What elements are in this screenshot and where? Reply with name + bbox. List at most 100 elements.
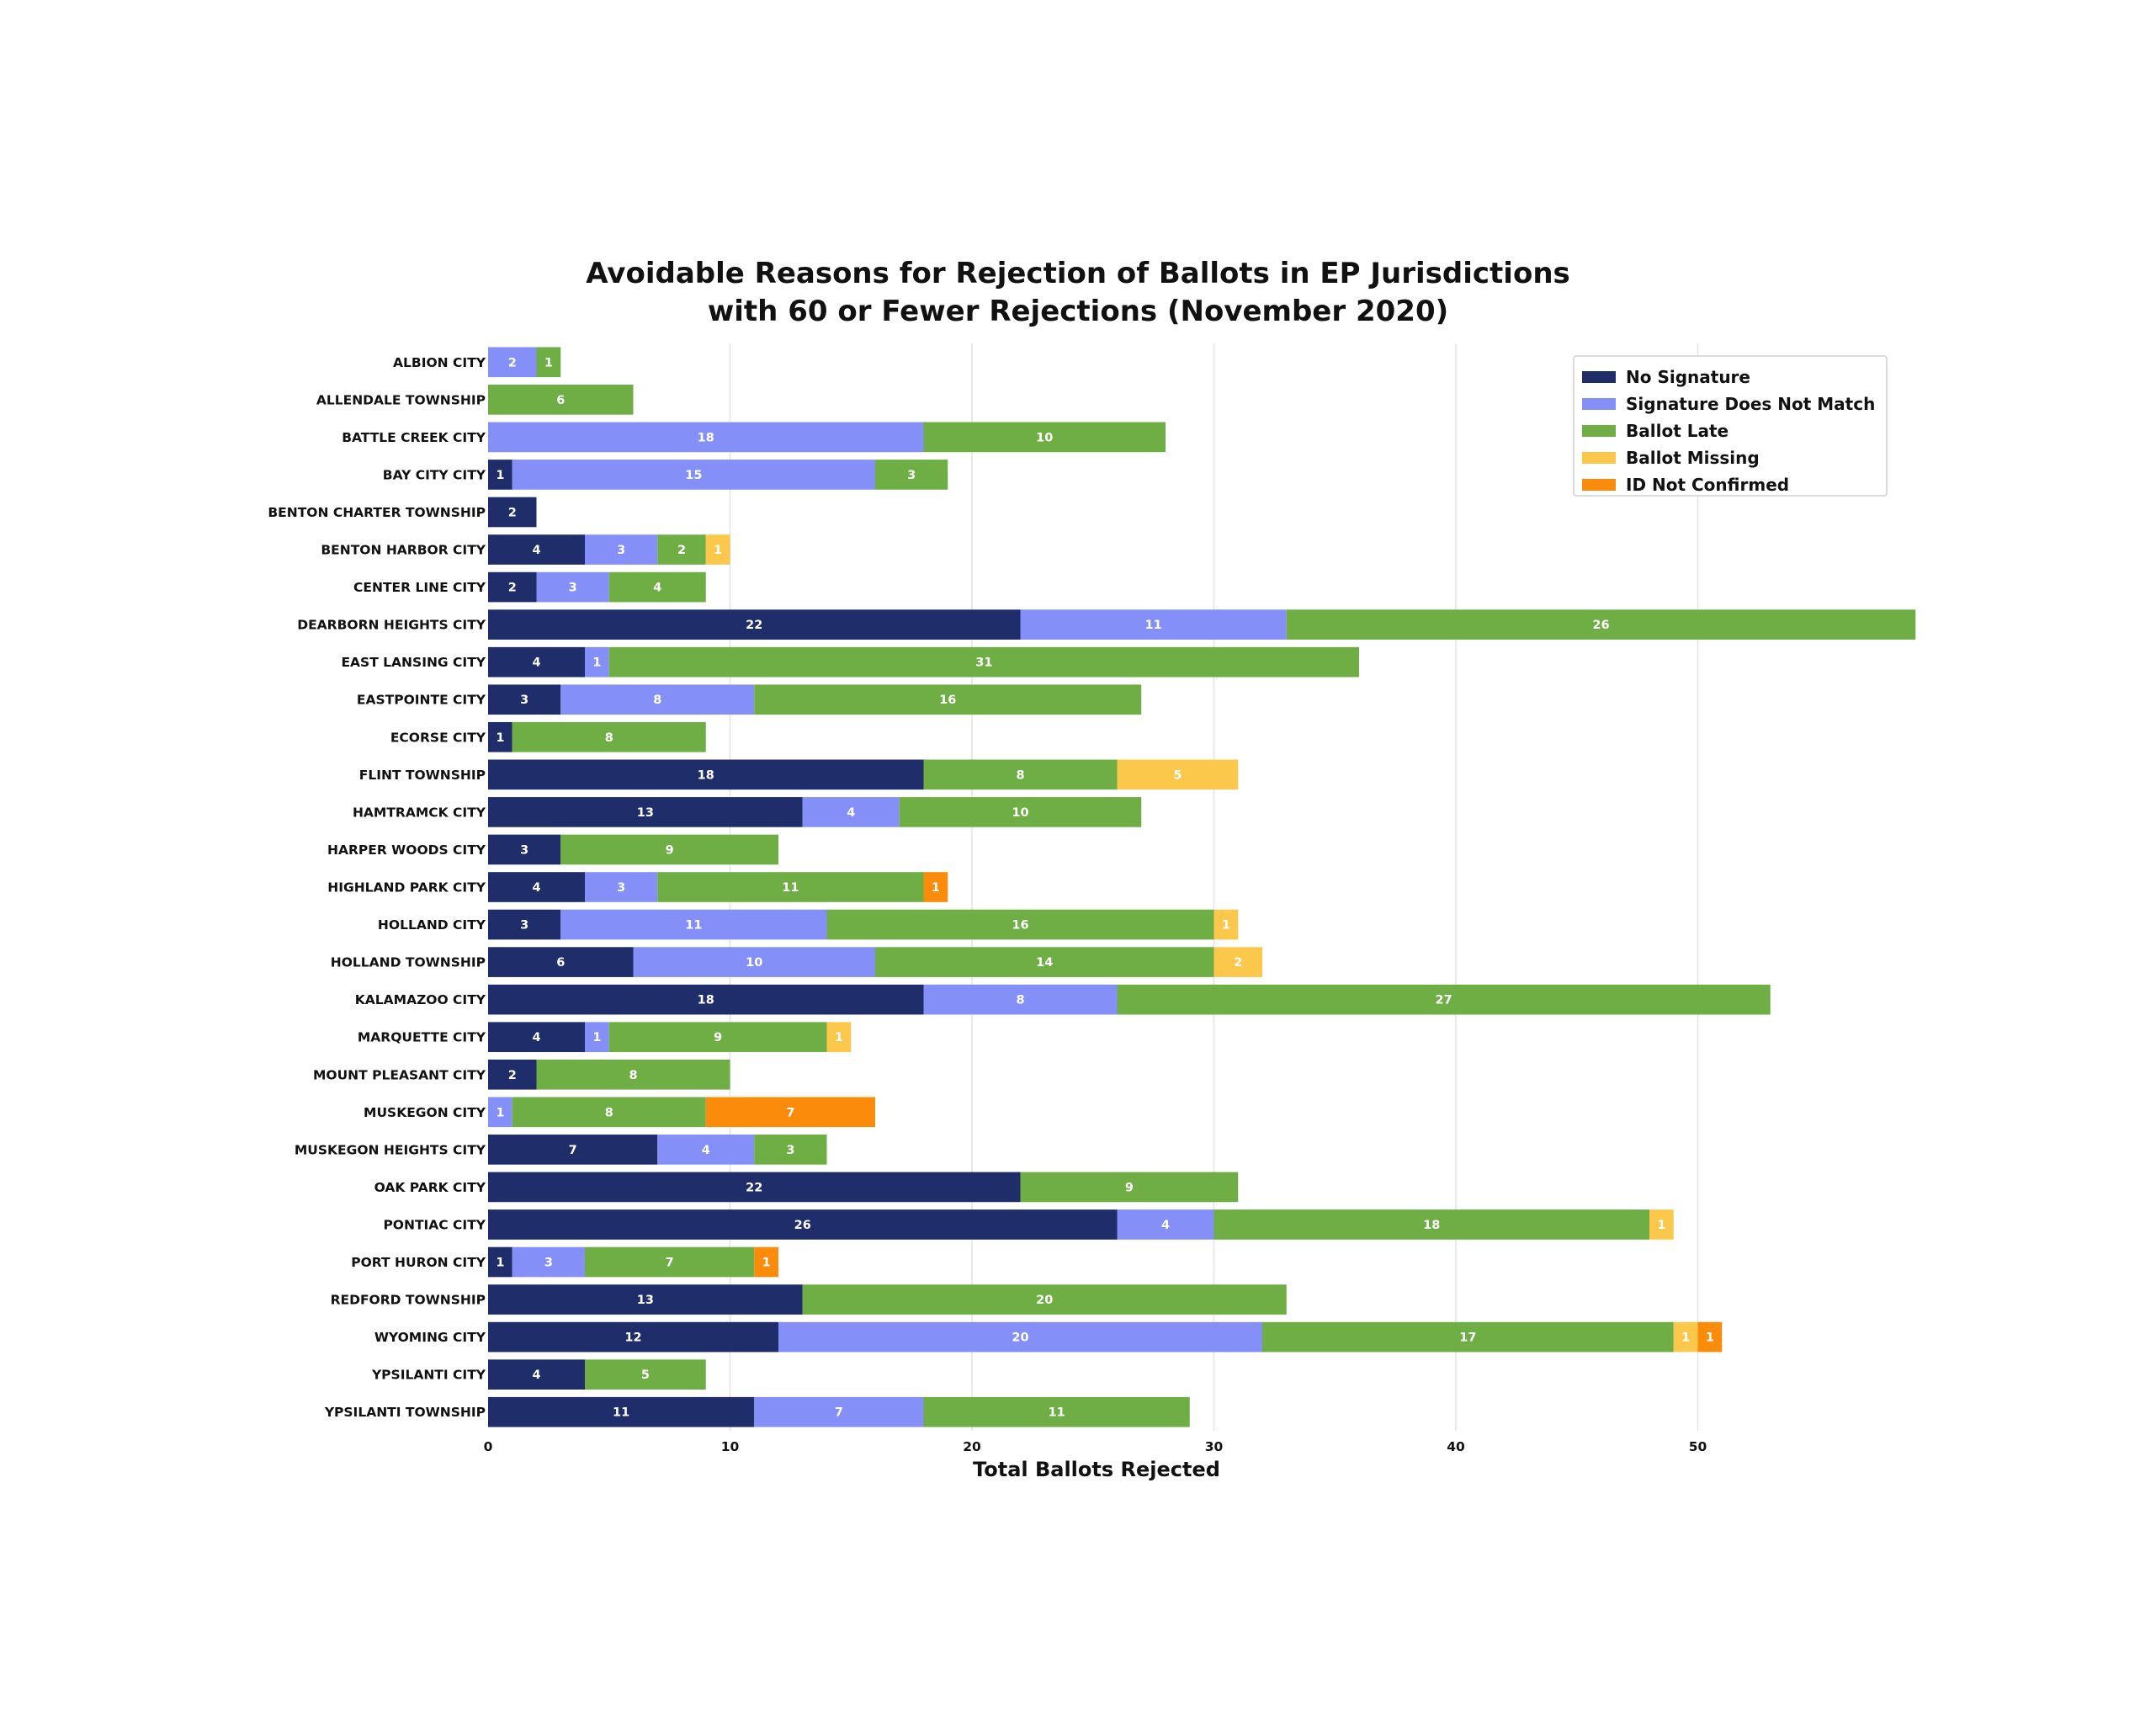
data-label: 9 [666, 843, 674, 857]
bar-segment [488, 1284, 803, 1315]
data-label: 4 [532, 1031, 540, 1044]
bar-segment [536, 347, 561, 378]
data-label: 2 [508, 506, 517, 519]
data-label: 31 [975, 656, 992, 670]
bar-segment [512, 1246, 585, 1278]
bar-segment [585, 872, 658, 902]
bar-segment [488, 1209, 1118, 1240]
data-label: 1 [1681, 1331, 1690, 1345]
category-label: DEARBORN HEIGHTS CITY [297, 618, 486, 633]
category-label: BATTLE CREEK CITY [342, 430, 486, 445]
bar-segment [488, 984, 924, 1015]
data-label: 4 [532, 1369, 540, 1382]
data-label: 1 [932, 881, 940, 895]
data-label: 2 [508, 356, 517, 369]
category-label: BAY CITY CITY [383, 467, 486, 482]
bar-segment [488, 1246, 512, 1278]
bar-segment [560, 834, 778, 865]
bar-segment [1286, 609, 1916, 640]
category-label: HOLLAND TOWNSHIP [331, 955, 486, 970]
bar-segment [536, 1059, 730, 1090]
category-label: EAST LANSING CITY [341, 655, 486, 670]
bar-segment [488, 497, 537, 528]
bar-segment [488, 609, 1021, 640]
data-label: 6 [556, 394, 565, 407]
data-label: 4 [532, 881, 540, 895]
bar-segment [488, 1059, 537, 1090]
bar-segment [608, 646, 1359, 678]
data-label: 1 [1657, 1219, 1665, 1232]
bar-segment [705, 534, 730, 565]
bar-segment [488, 797, 803, 827]
data-label: 3 [786, 1144, 794, 1157]
bar-segment [488, 1022, 585, 1053]
legend-swatch [1582, 479, 1616, 491]
data-label: 11 [613, 1406, 629, 1420]
data-label: 18 [1423, 1219, 1440, 1232]
bar-segment [633, 947, 875, 977]
bar-segment [1020, 1172, 1239, 1203]
bar-segment [608, 1022, 827, 1053]
bar-segment [512, 460, 875, 490]
data-label: 4 [847, 806, 855, 820]
bar-segment [488, 872, 585, 902]
data-label: 2 [1234, 956, 1242, 970]
legend-swatch [1582, 425, 1616, 437]
data-label: 1 [496, 1106, 504, 1119]
data-label: 8 [1016, 994, 1024, 1007]
data-label: 11 [782, 881, 799, 895]
legend-label: Ballot Missing [1626, 448, 1760, 468]
category-label: ALLENDALE TOWNSHIP [316, 392, 486, 407]
category-label: MUSKEGON CITY [364, 1105, 486, 1120]
category-label: MARQUETTE CITY [358, 1030, 486, 1045]
data-label: 4 [532, 544, 540, 557]
data-label: 7 [835, 1406, 843, 1420]
data-label: 11 [1049, 1406, 1065, 1420]
bar-segment [802, 1284, 1287, 1315]
bar-segment [512, 721, 706, 752]
bar-segment [1649, 1209, 1674, 1240]
x-tick-label: 30 [1205, 1439, 1224, 1454]
data-label: 22 [746, 619, 762, 632]
x-tick-label: 20 [963, 1439, 981, 1454]
category-label: HOLLAND CITY [378, 917, 486, 933]
legend-box [1573, 355, 1888, 497]
chart-title: Avoidable Reasons for Rejection of Ballo… [586, 257, 1570, 290]
data-label: 2 [508, 582, 517, 595]
data-label: 7 [666, 1257, 674, 1270]
data-label: 3 [569, 582, 577, 595]
category-label: MUSKEGON HEIGHTS CITY [295, 1142, 486, 1157]
category-label: HIGHLAND PARK CITY [327, 880, 486, 896]
legend-label: Ballot Late [1626, 421, 1729, 441]
data-label: 1 [1222, 919, 1230, 933]
category-label: FLINT TOWNSHIP [359, 768, 486, 783]
data-label: 7 [786, 1106, 794, 1119]
bar-segment [488, 1097, 512, 1128]
category-label: BENTON HARBOR CITY [321, 543, 486, 558]
bar-segment [1213, 947, 1262, 977]
data-label: 8 [653, 694, 661, 707]
bar-segment [488, 1172, 1021, 1203]
data-label: 1 [835, 1031, 843, 1044]
data-label: 18 [698, 768, 714, 782]
data-label: 2 [508, 1069, 517, 1082]
bar-segment [923, 422, 1166, 453]
category-label: HAMTRAMCK CITY [353, 805, 486, 820]
bar-segment [899, 797, 1142, 827]
bar-segment [754, 1396, 924, 1427]
bar-segment [826, 1022, 852, 1053]
bar-segment [754, 1135, 827, 1165]
data-label: 3 [617, 881, 625, 895]
data-label: 4 [702, 1144, 710, 1157]
bar-segment [488, 947, 634, 977]
bar-segment [1117, 1209, 1214, 1240]
data-label: 3 [520, 694, 528, 707]
bar-segment [1020, 609, 1287, 640]
category-label: OAK PARK CITY [374, 1180, 486, 1195]
bar-segment [560, 684, 755, 715]
data-label: 13 [637, 1294, 654, 1307]
bar-segment [1117, 984, 1771, 1015]
x-tick-label: 40 [1447, 1439, 1465, 1454]
bar-segment [488, 1135, 658, 1165]
